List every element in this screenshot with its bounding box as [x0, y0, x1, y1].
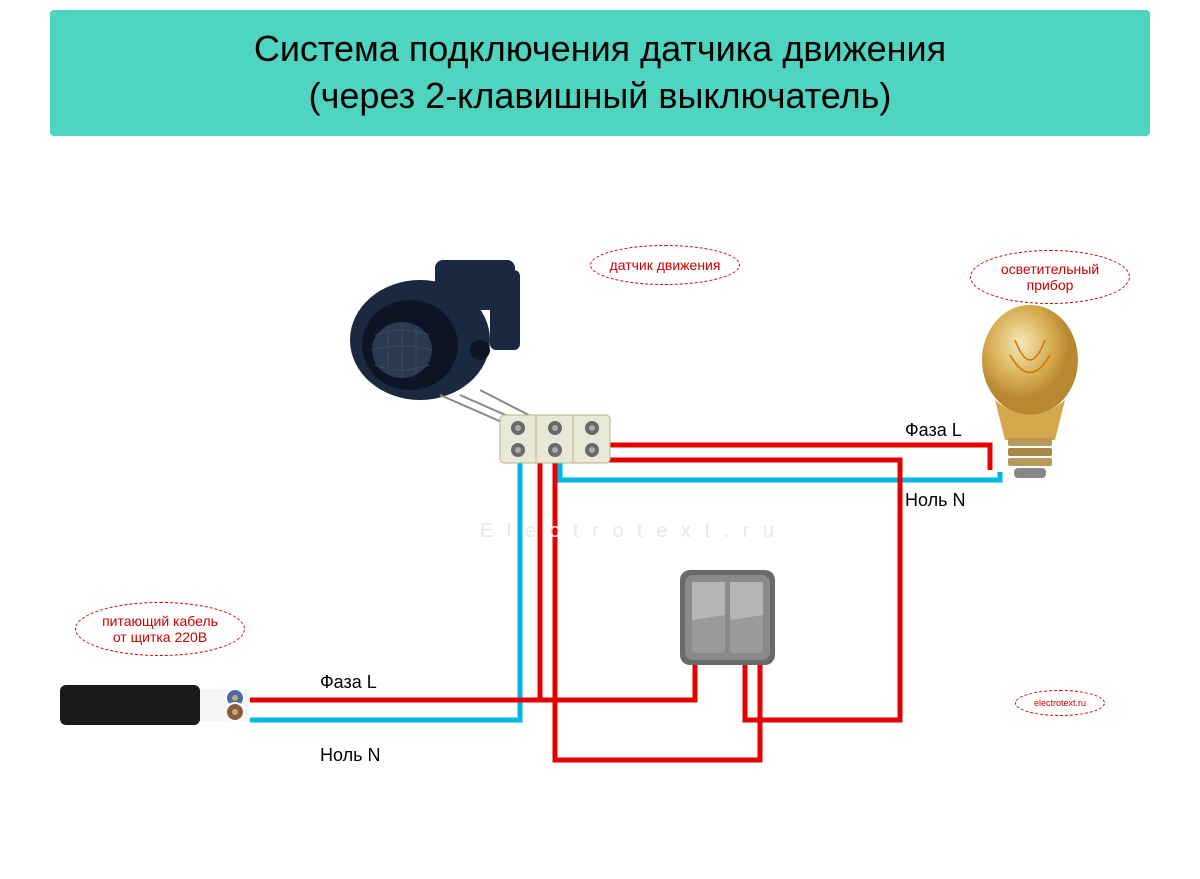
label-sensor: датчик движения	[590, 245, 740, 285]
label-cable-text-1: питающий кабель	[102, 613, 218, 629]
wire-label-null-top: Ноль N	[905, 490, 966, 511]
motion-sensor-icon	[350, 260, 550, 430]
wire-label-phase-top: Фаза L	[905, 420, 962, 441]
wire-neutral-to-bulb	[560, 460, 1000, 480]
wire-phase-switch-out2	[600, 445, 990, 720]
label-lamp: осветительный прибор	[970, 250, 1130, 304]
wire-neutral-main	[250, 460, 520, 720]
wire-label-null-bottom: Ноль N	[320, 745, 381, 766]
light-bulb-icon	[982, 305, 1078, 478]
label-cable-text-2: от щитка 220В	[113, 629, 207, 645]
label-cable: питающий кабель от щитка 220В	[75, 602, 245, 656]
label-sensor-text: датчик движения	[610, 257, 721, 273]
label-lamp-text-1: осветительный	[1001, 261, 1099, 277]
label-site: electrotext.ru	[1015, 690, 1105, 716]
wall-switch-icon	[680, 570, 775, 665]
wire-label-phase-bottom: Фаза L	[320, 672, 377, 693]
terminal-block-icon	[500, 415, 610, 463]
watermark-text: E l e c t r o t e x t . r u	[480, 520, 778, 543]
label-lamp-text-2: прибор	[1027, 277, 1074, 293]
label-site-text: electrotext.ru	[1034, 698, 1086, 708]
wiring-diagram	[0, 0, 1200, 879]
wire-phase-main	[250, 460, 540, 700]
power-cable-icon	[60, 685, 250, 725]
wire-phase-switch-in	[540, 660, 695, 700]
